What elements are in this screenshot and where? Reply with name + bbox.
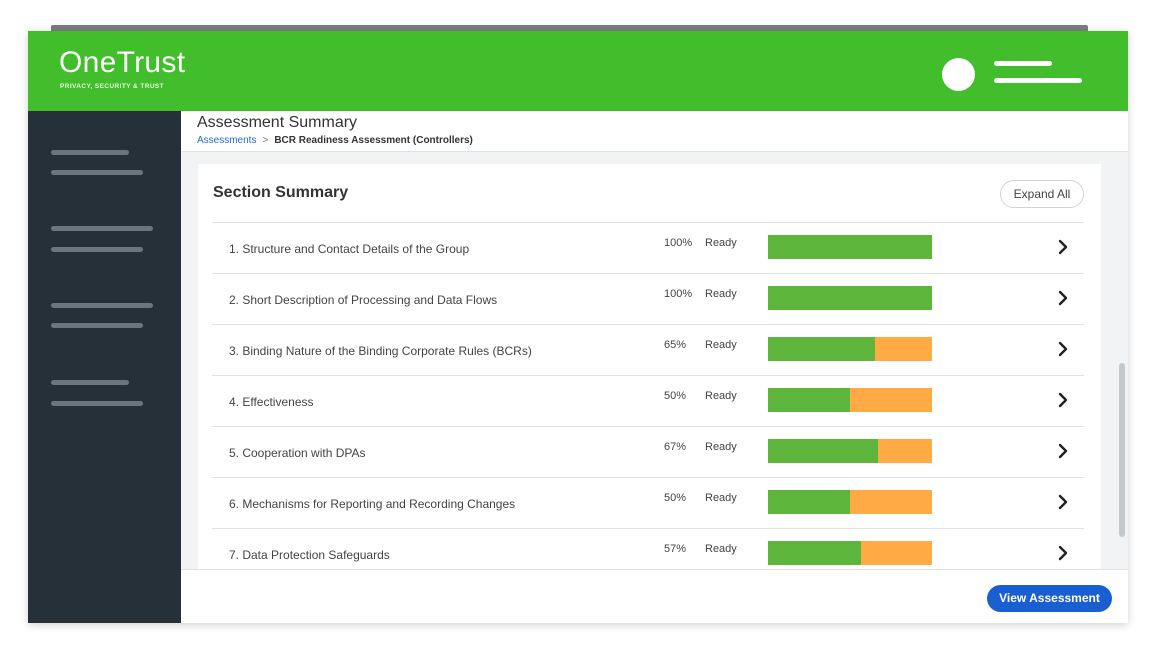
section-row-status: Ready <box>705 339 737 351</box>
progress-bar-fill <box>768 541 861 565</box>
section-row-percent: 67% <box>664 441 687 453</box>
progress-bar-fill <box>768 490 850 514</box>
chevron-right-icon[interactable] <box>1055 544 1071 562</box>
section-row[interactable]: 4. Effectiveness 50% Ready <box>212 376 1084 427</box>
section-summary-card: Section Summary Expand All 1. Structure … <box>198 164 1101 569</box>
footer-bar: View Assessment <box>181 569 1128 623</box>
section-row-label: 6. Mechanisms for Reporting and Recordin… <box>229 497 516 511</box>
section-row-percent: 100% <box>664 237 693 249</box>
progress-bar-fill <box>768 439 878 463</box>
breadcrumb-link-assessments[interactable]: Assessments <box>197 135 257 146</box>
chevron-right-icon[interactable] <box>1055 493 1071 511</box>
progress-bar-fill <box>768 235 932 259</box>
progress-bar <box>768 337 932 361</box>
chevron-right-icon[interactable] <box>1055 238 1071 256</box>
section-row-label: 1. Structure and Contact Details of the … <box>229 242 470 256</box>
view-assessment-button[interactable]: View Assessment <box>987 585 1112 612</box>
hamburger-menu-icon[interactable] <box>994 61 1084 87</box>
section-row-percent: 100% <box>664 288 693 300</box>
chevron-right-icon[interactable] <box>1055 442 1071 460</box>
logo-tagline: PRIVACY, SECURITY & TRUST <box>60 83 165 90</box>
sidebar-item-placeholder[interactable] <box>51 170 143 175</box>
section-row[interactable]: 7. Data Protection Safeguards 57% Ready <box>212 529 1084 569</box>
section-row-status: Ready <box>705 390 737 402</box>
chevron-right-icon[interactable] <box>1055 289 1071 307</box>
chevron-right-icon[interactable] <box>1055 340 1071 358</box>
progress-bar-fill <box>768 337 875 361</box>
progress-bar <box>768 541 932 565</box>
section-row-status: Ready <box>705 492 737 504</box>
progress-bar-fill <box>768 286 932 310</box>
logo-title: OneTrust <box>59 46 186 79</box>
progress-bar <box>768 388 932 412</box>
section-row-label: 7. Data Protection Safeguards <box>229 548 390 562</box>
sidebar-item-placeholder[interactable] <box>51 380 129 385</box>
sidebar-item-placeholder[interactable] <box>51 247 143 252</box>
avatar[interactable] <box>942 58 975 91</box>
breadcrumb: Assessments > BCR Readiness Assessment (Co… <box>197 135 473 146</box>
app-window: OneTrust PRIVACY, SECURITY & TRUST Asses… <box>28 31 1128 623</box>
section-row-label: 3. Binding Nature of the Binding Corpora… <box>229 344 532 358</box>
progress-bar-fill <box>768 388 850 412</box>
section-row[interactable]: 1. Structure and Contact Details of the … <box>212 223 1084 274</box>
breadcrumb-current: BCR Readiness Assessment (Controllers) <box>274 135 473 146</box>
section-row-label: 5. Cooperation with DPAs <box>229 446 366 460</box>
window-top-strip <box>51 25 1088 32</box>
section-row-label: 2. Short Description of Processing and D… <box>229 293 498 307</box>
divider <box>212 222 1084 223</box>
section-row[interactable]: 5. Cooperation with DPAs 67% Ready <box>212 427 1084 478</box>
chevron-right-icon[interactable] <box>1055 391 1071 409</box>
sidebar <box>28 111 181 623</box>
main-content: Assessment Summary Assessments > BCR Readi… <box>181 111 1128 623</box>
section-row-status: Ready <box>705 543 737 555</box>
section-row[interactable]: 3. Binding Nature of the Binding Corpora… <box>212 325 1084 376</box>
sidebar-item-placeholder[interactable] <box>51 150 129 155</box>
section-row-percent: 65% <box>664 339 687 351</box>
section-row-percent: 57% <box>664 543 687 555</box>
page-title: Assessment Summary <box>197 114 358 131</box>
section-row-label: 4. Effectiveness <box>229 395 314 409</box>
expand-all-button[interactable]: Expand All <box>1000 180 1084 208</box>
sidebar-item-placeholder[interactable] <box>51 401 143 406</box>
top-header: OneTrust PRIVACY, SECURITY & TRUST <box>28 31 1128 111</box>
section-row-status: Ready <box>705 237 737 249</box>
card-title: Section Summary <box>213 184 349 201</box>
progress-bar <box>768 490 932 514</box>
page-header: Assessment Summary Assessments > BCR Readi… <box>181 111 1128 152</box>
section-row-percent: 50% <box>664 492 687 504</box>
sidebar-item-placeholder[interactable] <box>51 226 153 231</box>
section-row-percent: 50% <box>664 390 687 402</box>
progress-bar <box>768 439 932 463</box>
sidebar-item-placeholder[interactable] <box>51 323 143 328</box>
section-row-status: Ready <box>705 441 737 453</box>
sidebar-item-placeholder[interactable] <box>51 303 153 308</box>
scrollbar-thumb[interactable] <box>1119 363 1125 537</box>
section-row[interactable]: 2. Short Description of Processing and D… <box>212 274 1084 325</box>
progress-bar <box>768 235 932 259</box>
breadcrumb-separator: > <box>262 135 269 146</box>
section-row-status: Ready <box>705 288 737 300</box>
progress-bar <box>768 286 932 310</box>
section-row[interactable]: 6. Mechanisms for Reporting and Recordin… <box>212 478 1084 529</box>
